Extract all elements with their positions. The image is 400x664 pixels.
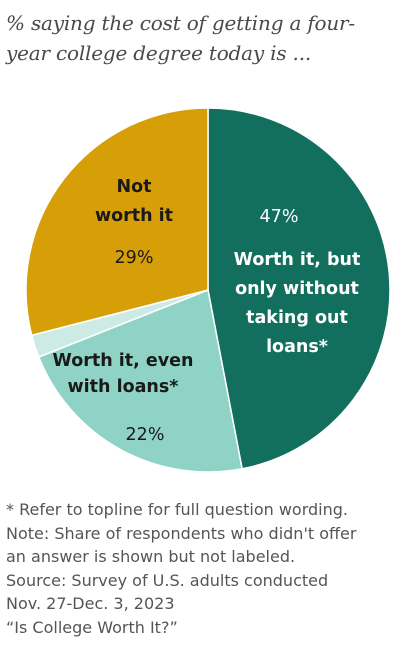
slice-label-line: with loans* — [68, 377, 179, 397]
pie-slice-worth-with-loans — [38, 289, 243, 473]
slice-label-line: loans* — [266, 337, 328, 357]
slice-label-worth-with-loans: Worth it, even with loans* — [53, 351, 194, 397]
slice-label-line: Worth it, even — [53, 351, 194, 371]
chart-title-line-2: year college degree today is ... — [6, 41, 312, 65]
source-report-name: “Is College Worth It?” — [6, 617, 178, 637]
slice-label-line: only without — [235, 279, 359, 299]
slice-label-worth-without-loans: Worth it, but only without taking out loans… — [234, 250, 361, 357]
note-share-line-1: Note: Share of respondents who didn't of… — [6, 523, 357, 543]
source-line-1: Source: Survey of U.S. adults conducted — [6, 570, 329, 590]
slice-label-not-worth: Not worth it — [95, 177, 173, 226]
source-line-2: Nov. 27-Dec. 3, 2023 — [6, 594, 175, 613]
chart-title: % saying the cost of getting a four- yea… — [6, 8, 394, 68]
slice-label-line: taking out — [246, 308, 348, 328]
pie-labels: Worth it, but only without taking out loans… — [53, 177, 361, 445]
note-share-line-2: an answer is shown but not labeled. — [6, 547, 296, 566]
slice-label-line: worth it — [95, 206, 173, 226]
slice-value-worth-without-loans: 47% — [260, 207, 299, 227]
pie-slice-not-worth — [25, 107, 209, 337]
slice-value-worth-with-loans: 22% — [126, 425, 165, 445]
slice-value-not-worth: 29% — [115, 248, 154, 268]
chart-notes: * Refer to topline for full question wor… — [6, 498, 396, 639]
chart-title-line-1: % saying the cost of getting a four- — [6, 11, 355, 35]
slice-label-line: Worth it, but — [234, 250, 361, 270]
note-refer-topline: * Refer to topline for full question wor… — [6, 500, 348, 519]
pie-slices — [25, 107, 391, 473]
slice-label-line: Not — [116, 177, 151, 197]
pie-slice-worth-without-loans — [207, 107, 391, 470]
